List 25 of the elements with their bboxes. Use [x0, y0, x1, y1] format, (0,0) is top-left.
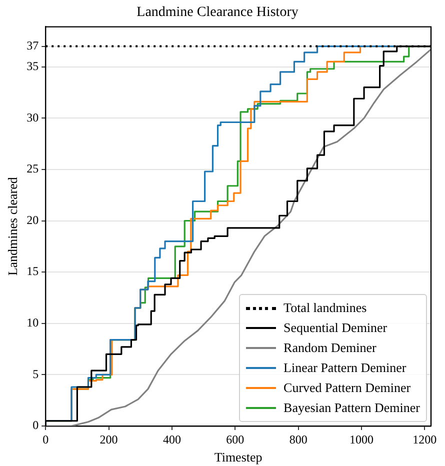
x-axis-title: Timestep	[214, 450, 262, 465]
y-tick-label: 37	[26, 38, 39, 52]
y-tick-label: 35	[26, 58, 39, 73]
y-tick-label: 30	[26, 110, 39, 124]
x-tick-label: 1000	[350, 432, 374, 446]
x-tick-label: 1200	[412, 432, 437, 446]
y-tick-label: 5	[32, 366, 39, 381]
legend-label: Total landmines	[284, 300, 367, 316]
legend-label: Bayesian Pattern Deminer	[284, 400, 420, 416]
legend-label: Sequential Deminer	[284, 320, 388, 336]
x-tick-label: 0	[42, 432, 49, 446]
x-tick-label: 800	[289, 432, 308, 446]
y-axis-title: Landmines cleared	[5, 176, 20, 276]
y-tick-label: 10	[26, 316, 39, 330]
y-tick-label: 20	[26, 212, 39, 227]
legend-label: Curved Pattern Deminer	[284, 380, 411, 396]
y-tick-label: 0	[32, 418, 39, 432]
x-tick-label: 400	[162, 432, 181, 446]
chart-title: Landmine Clearance History	[136, 5, 298, 20]
x-tick-label: 200	[100, 432, 118, 446]
legend-label: Linear Pattern Deminer	[284, 360, 406, 376]
y-tick-label: 25	[26, 162, 39, 176]
x-tick-label: 600	[226, 432, 244, 446]
legend-label: Random Deminer	[284, 340, 376, 356]
y-tick-label: 15	[26, 264, 39, 278]
